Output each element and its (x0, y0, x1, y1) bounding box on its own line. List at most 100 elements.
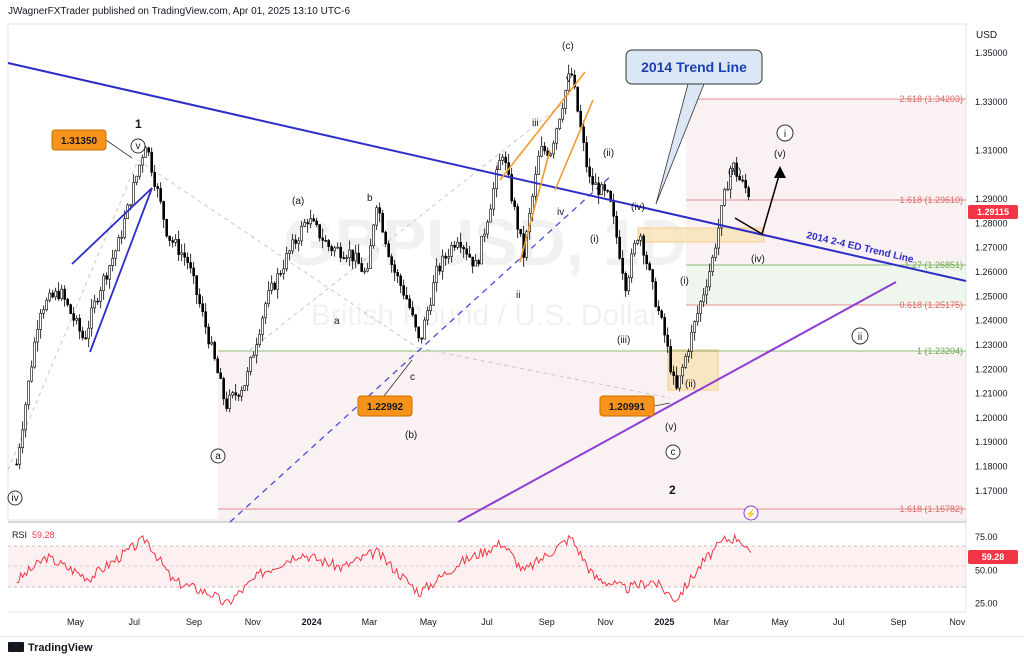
callout-1-20991[interactable]: 1.20991 (599, 395, 671, 417)
candle (159, 182, 162, 205)
candle (495, 166, 498, 198)
candle (87, 320, 90, 348)
candle (279, 270, 282, 277)
time-tick-label: Mar (713, 617, 729, 627)
candle (708, 263, 711, 291)
candle (387, 240, 390, 258)
price-axis[interactable]: 1.35000 1.33000 1.31000 1.29000 1.28000 1.270… (975, 48, 1008, 496)
callout-1-22992[interactable]: 1.22992 (357, 359, 413, 417)
candle (483, 228, 486, 243)
time-tick-label: Nov (245, 617, 262, 627)
candle (696, 305, 699, 326)
candle (690, 324, 693, 359)
rsi-title: RSI (12, 530, 27, 540)
candle (345, 254, 348, 263)
candle (684, 353, 687, 369)
candle (429, 297, 432, 315)
wave-c-small: c (410, 372, 415, 383)
candle (747, 185, 750, 201)
candle (15, 458, 18, 466)
candle (558, 118, 561, 131)
candle (510, 167, 513, 204)
candle (180, 243, 183, 262)
candle (468, 245, 471, 258)
candle (624, 271, 627, 297)
rsi-axis: 75.00 50.00 25.00 (975, 532, 998, 608)
wave-i-paren: (i) (590, 234, 599, 245)
wave-iv-paren-2025: (iv) (751, 254, 765, 265)
ed-channel-lower[interactable] (457, 281, 897, 523)
candle (360, 257, 363, 273)
candle (384, 230, 387, 247)
time-tick-label: Mar (362, 617, 378, 627)
candle (81, 326, 84, 341)
candle (471, 256, 474, 274)
candle (201, 296, 204, 317)
candle (564, 89, 567, 115)
candle (738, 173, 741, 181)
price-tick-label: 1.17000 (975, 486, 1008, 496)
candle (498, 153, 501, 170)
candle (411, 300, 414, 317)
candle (228, 389, 231, 413)
candle (702, 288, 705, 307)
candle (552, 140, 555, 159)
candle (687, 348, 690, 363)
candle (225, 391, 228, 412)
price-tick-label: 1.27000 (975, 243, 1008, 253)
candle (306, 218, 309, 233)
candle (327, 238, 330, 252)
candle (171, 236, 174, 248)
time-tick-label: Nov (949, 617, 966, 627)
current-price-text: 1.29115 (977, 207, 1009, 217)
candle (561, 102, 564, 123)
candle (654, 277, 657, 308)
candle (51, 289, 54, 299)
wave-a-paren: (a) (292, 196, 304, 207)
trend-line-2014[interactable] (7, 62, 967, 282)
candle (366, 262, 369, 273)
candle (168, 235, 171, 247)
candle (45, 297, 48, 312)
price-tick-label: 1.26000 (975, 267, 1008, 277)
wave-iv: iv (557, 207, 564, 218)
alert-bolt-icon[interactable] (743, 505, 759, 521)
candle (651, 268, 654, 290)
candle (417, 326, 420, 342)
candle (153, 164, 156, 191)
tradingview-logo[interactable]: TradingView (8, 642, 93, 654)
candle (282, 259, 285, 280)
dashed-guides (7, 97, 671, 523)
candle (330, 244, 333, 256)
candle (441, 249, 444, 280)
trend-line-2014-callout[interactable]: 2014 Trend Line (625, 49, 763, 205)
candle (120, 230, 123, 245)
rsi-legend-value: 59.28 (32, 530, 55, 540)
price-chart[interactable]: GBPUSD, 1D British Pound / U.S. Dollar 2… (0, 0, 1024, 636)
candle (177, 230, 180, 261)
time-tick-label: May (67, 617, 85, 627)
candle (117, 234, 120, 252)
time-axis[interactable]: May Jul Sep Nov 2024 Mar May Jul Sep Nov 2025 Mar Ma… (67, 617, 966, 627)
wave-c-paren: (c) (562, 41, 574, 52)
candle (342, 251, 345, 260)
candle (444, 252, 447, 266)
candle (582, 119, 585, 152)
candle (543, 141, 546, 155)
candle (186, 252, 189, 270)
candle (57, 282, 60, 302)
candle (33, 337, 36, 369)
candle (657, 300, 660, 315)
wave-v-top: v (566, 74, 571, 85)
fib-zone-low (218, 351, 966, 519)
rsi-value-tag-text: 59.28 (982, 552, 1005, 562)
candle (477, 258, 480, 267)
candle (303, 218, 306, 228)
candle (213, 340, 216, 361)
candle (105, 272, 108, 285)
candle (600, 182, 603, 196)
callout-1-31350[interactable]: 1.31350 (51, 129, 133, 159)
wave-ii: ii (516, 290, 520, 301)
candle (372, 223, 375, 249)
price-tick-label: 1.21000 (975, 389, 1008, 399)
